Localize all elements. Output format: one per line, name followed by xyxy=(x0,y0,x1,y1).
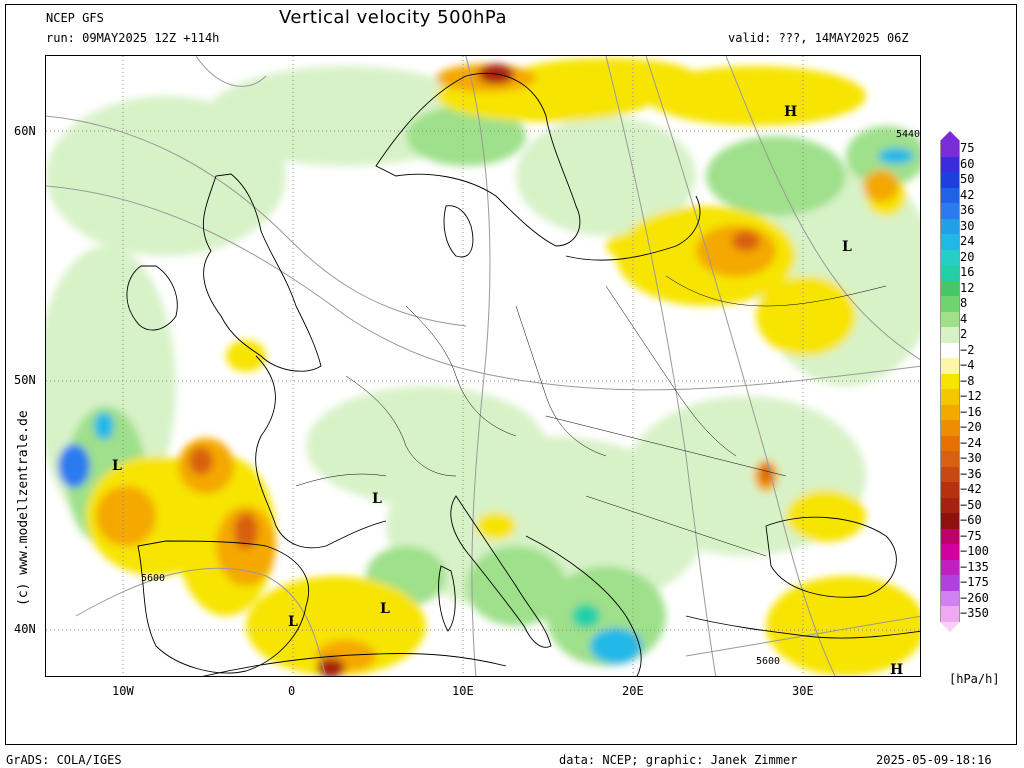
geopotential-contours xyxy=(46,56,920,676)
map-area: H L L L L L H 5440 5600 5600 xyxy=(45,55,921,677)
legend-level-label: −175 xyxy=(960,575,989,589)
legend-arrow-top xyxy=(940,131,960,141)
legend-level-label: 24 xyxy=(960,234,975,248)
legend-swatch xyxy=(940,575,960,591)
country-borders xyxy=(295,275,887,557)
footer-grads: GrADS: COLA/IGES xyxy=(6,753,122,767)
contour-label-5440: 5440 xyxy=(896,129,920,140)
coastlines xyxy=(126,72,920,676)
legend-level-label: 42 xyxy=(960,187,975,202)
low-pressure-mark-spain: L xyxy=(288,614,298,630)
legend-swatch xyxy=(940,203,960,219)
model-name: NCEP GFS xyxy=(46,11,104,25)
legend-level-label: −36 xyxy=(960,466,982,481)
legend-level-label: −8 xyxy=(960,373,975,388)
legend-level-label: −135 xyxy=(960,559,989,574)
legend-unit: [hPa/h] xyxy=(949,672,1000,686)
low-pressure-mark-east: L xyxy=(842,239,852,255)
lat-label-40n: 40N xyxy=(14,622,36,636)
legend-level-label: 36 xyxy=(960,203,975,217)
legend-level-label: −2 xyxy=(960,342,975,357)
pressure-marks: H L L L L L H xyxy=(112,104,903,677)
legend-level-label: 50 xyxy=(960,172,975,186)
legend-level-label: −20 xyxy=(960,420,982,434)
contour-labels: 5440 5600 5600 xyxy=(141,129,920,667)
legend-swatch xyxy=(940,404,960,420)
lon-label-0: 0 xyxy=(288,684,296,698)
legend-level-label: −75 xyxy=(960,528,982,543)
legend-level-label: −42 xyxy=(960,482,982,496)
legend-swatch xyxy=(940,606,960,622)
legend-level-label: −4 xyxy=(960,358,975,372)
legend-level-label: −100 xyxy=(960,544,989,558)
high-pressure-mark-northeast: H xyxy=(784,104,797,120)
lon-label-10w: 10W xyxy=(112,684,134,698)
lon-label-10e: 10E xyxy=(452,684,474,698)
legend-swatch xyxy=(940,342,960,358)
legend-swatch xyxy=(940,513,960,529)
lat-label-50n: 50N xyxy=(14,373,36,387)
legend-swatch xyxy=(940,358,960,374)
legend-swatch xyxy=(940,141,960,157)
legend-arrow-bottom xyxy=(940,621,960,632)
legend-swatch xyxy=(940,435,960,451)
legend-swatch xyxy=(940,172,960,188)
legend-swatch xyxy=(940,234,960,250)
legend-swatch xyxy=(940,373,960,389)
lat-label-60n: 60N xyxy=(14,124,36,138)
legend-level-label: 60 xyxy=(960,156,975,171)
legend-level-label: 20 xyxy=(960,249,975,264)
high-pressure-mark-southeast: H xyxy=(890,662,903,677)
low-pressure-mark-atlantic: L xyxy=(112,458,122,474)
legend-swatch xyxy=(940,389,960,405)
legend-swatch xyxy=(940,559,960,575)
valid-time: valid: ???, 14MAY2025 06Z xyxy=(728,31,909,45)
legend-swatch xyxy=(940,528,960,544)
low-pressure-mark-balearic: L xyxy=(380,601,390,617)
plot-frame xyxy=(5,4,1017,745)
footer-timestamp: 2025-05-09-18:16 xyxy=(876,753,992,767)
vertical-velocity-field: H L L L L L H 5440 5600 5600 xyxy=(46,56,920,677)
legend-swatch xyxy=(940,590,960,606)
legend-level-label: 75 xyxy=(960,141,975,155)
legend-level-label: −30 xyxy=(960,451,982,465)
legend-swatch xyxy=(940,187,960,203)
legend-level-label: 16 xyxy=(960,265,975,279)
legend-level-label: 12 xyxy=(960,280,975,295)
contour-label-5600-east: 5600 xyxy=(756,656,780,667)
lon-label-20e: 20E xyxy=(622,684,644,698)
legend-swatch xyxy=(940,482,960,498)
legend-swatch xyxy=(940,420,960,436)
legend-swatch xyxy=(940,156,960,172)
legend-level-label: −50 xyxy=(960,497,982,512)
legend-swatch xyxy=(940,327,960,343)
legend-swatch xyxy=(940,265,960,281)
legend-swatch xyxy=(940,451,960,467)
contour-label-5600-west: 5600 xyxy=(141,573,165,584)
legend-swatch xyxy=(940,218,960,234)
legend-level-label: −24 xyxy=(960,435,982,450)
legend-swatch xyxy=(940,249,960,265)
legend-swatch xyxy=(940,311,960,327)
run-info: run: 09MAY2025 12Z +114h xyxy=(46,31,220,45)
legend-level-label: −16 xyxy=(960,404,982,419)
footer-credit: data: NCEP; graphic: Janek Zimmer xyxy=(559,753,798,767)
legend-level-label: −12 xyxy=(960,389,982,403)
legend-level-label: −60 xyxy=(960,513,982,527)
legend-swatch xyxy=(940,497,960,513)
legend-swatch xyxy=(940,280,960,296)
legend-level-label: 2 xyxy=(960,327,968,341)
legend-level-label: −350 xyxy=(960,606,989,620)
legend-swatch xyxy=(940,544,960,560)
legend-level-label: 30 xyxy=(960,218,975,233)
legend-swatch xyxy=(940,466,960,482)
low-pressure-mark-france: L xyxy=(372,491,382,507)
legend-level-label: 8 xyxy=(960,296,968,310)
lon-label-30e: 30E xyxy=(792,684,814,698)
legend-swatch xyxy=(940,296,960,312)
copyright-text: (c) www.modellzentrale.de xyxy=(16,410,31,606)
legend-level-label: 4 xyxy=(960,311,968,326)
legend-level-label: −260 xyxy=(960,590,989,605)
chart-title: Vertical velocity 500hPa xyxy=(279,7,508,28)
